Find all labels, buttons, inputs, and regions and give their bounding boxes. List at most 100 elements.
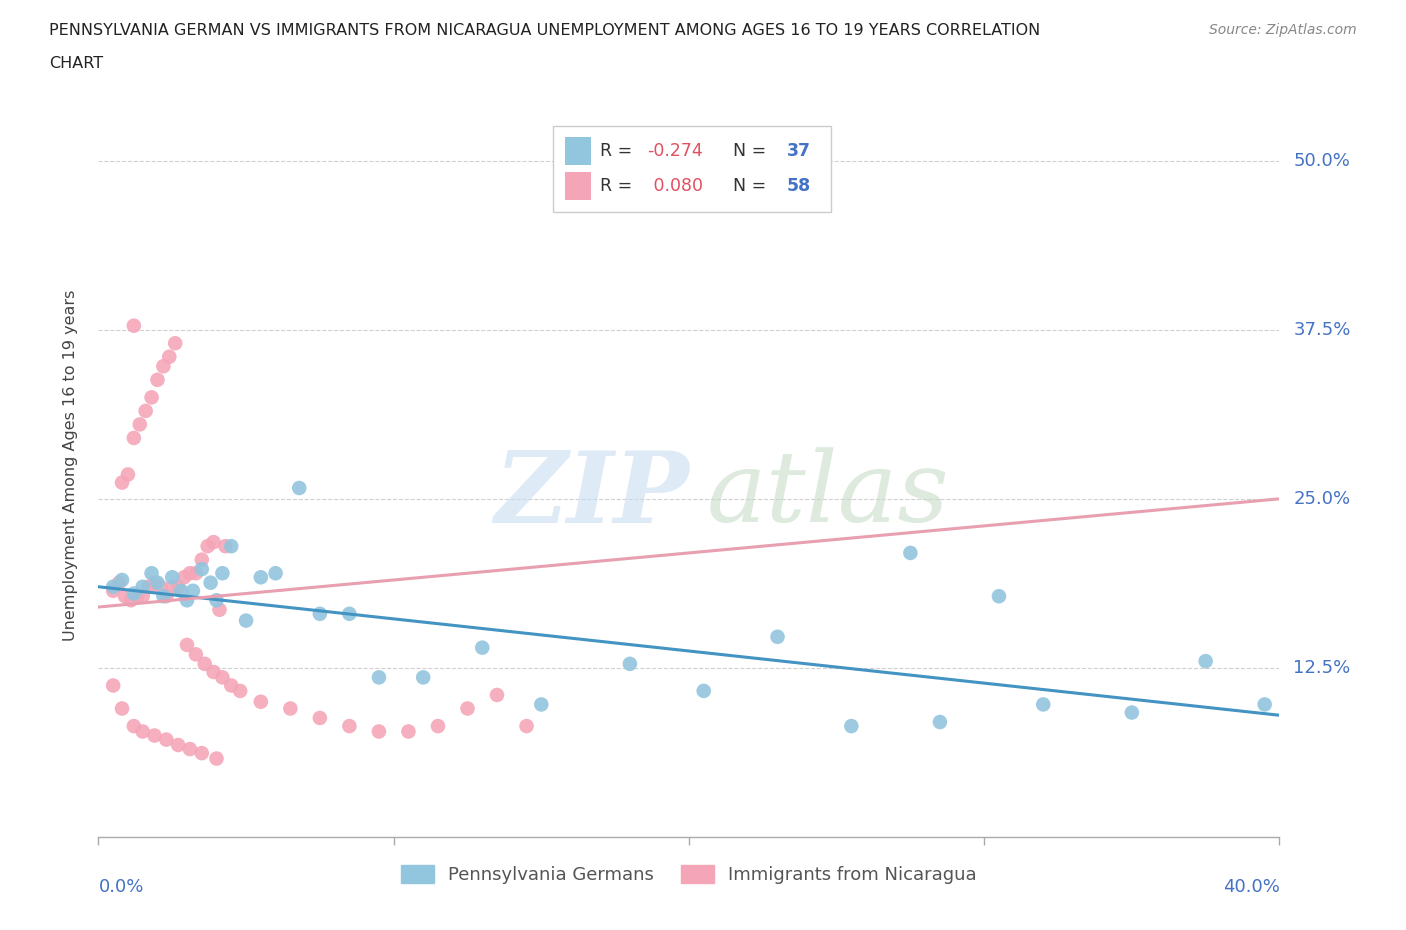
Point xyxy=(167,579,190,594)
Point xyxy=(280,701,302,716)
Point xyxy=(114,589,136,604)
Text: 58: 58 xyxy=(787,177,811,195)
Point xyxy=(221,538,243,553)
Point xyxy=(111,475,134,490)
Point xyxy=(288,481,311,496)
Point xyxy=(1195,654,1218,669)
Point xyxy=(486,687,509,702)
Point xyxy=(619,657,641,671)
Text: 12.5%: 12.5% xyxy=(1294,659,1351,677)
Point xyxy=(693,684,716,698)
Y-axis label: Unemployment Among Ages 16 to 19 years: Unemployment Among Ages 16 to 19 years xyxy=(63,289,77,641)
Text: PENNSYLVANIA GERMAN VS IMMIGRANTS FROM NICARAGUA UNEMPLOYMENT AMONG AGES 16 TO 1: PENNSYLVANIA GERMAN VS IMMIGRANTS FROM N… xyxy=(49,23,1040,38)
Point xyxy=(165,336,187,351)
Text: 0.080: 0.080 xyxy=(648,177,703,195)
Point xyxy=(162,579,183,594)
Point xyxy=(368,670,391,684)
Point xyxy=(457,701,479,716)
Text: ZIP: ZIP xyxy=(494,446,689,543)
Bar xyxy=(553,126,831,212)
Point xyxy=(929,714,952,729)
Text: -0.274: -0.274 xyxy=(648,142,703,160)
Point xyxy=(146,372,169,387)
Bar xyxy=(565,172,591,200)
Point xyxy=(250,695,273,710)
Point xyxy=(398,724,420,739)
Point xyxy=(125,589,148,604)
Point xyxy=(229,684,252,698)
Point xyxy=(157,350,180,365)
Point xyxy=(143,576,166,591)
Point xyxy=(155,732,177,747)
Point xyxy=(132,589,155,604)
Point xyxy=(309,711,332,725)
Point xyxy=(132,724,155,739)
Point xyxy=(471,640,494,655)
Point xyxy=(530,697,553,711)
Point xyxy=(179,741,201,756)
Point xyxy=(339,606,361,621)
Point xyxy=(197,538,219,553)
Point xyxy=(138,579,160,594)
Point xyxy=(152,359,174,374)
Point xyxy=(135,404,157,418)
Point xyxy=(841,719,863,734)
Text: 25.0%: 25.0% xyxy=(1294,490,1351,508)
Point xyxy=(120,592,142,607)
Point xyxy=(766,630,789,644)
Point xyxy=(250,570,273,585)
Point xyxy=(103,583,125,598)
Point xyxy=(184,565,207,580)
Text: atlas: atlas xyxy=(707,447,949,542)
Point xyxy=(143,728,166,743)
Point xyxy=(412,670,434,684)
Point xyxy=(191,552,214,567)
Point xyxy=(162,570,183,585)
Point xyxy=(111,573,134,588)
Point xyxy=(205,751,228,766)
Point xyxy=(211,670,233,684)
Point xyxy=(122,318,145,333)
Point xyxy=(103,579,125,594)
Point xyxy=(149,579,172,594)
Point xyxy=(170,583,193,598)
Point xyxy=(167,737,190,752)
Point xyxy=(191,746,214,761)
Point xyxy=(200,576,222,591)
Point xyxy=(108,576,131,591)
Legend: Pennsylvania Germans, Immigrants from Nicaragua: Pennsylvania Germans, Immigrants from Ni… xyxy=(394,857,984,891)
Point xyxy=(179,565,201,580)
Point xyxy=(146,576,169,591)
Point xyxy=(181,583,204,598)
Text: CHART: CHART xyxy=(49,56,103,71)
Text: R =: R = xyxy=(600,142,638,160)
Point xyxy=(1121,705,1143,720)
Text: Source: ZipAtlas.com: Source: ZipAtlas.com xyxy=(1209,23,1357,37)
Point xyxy=(900,546,922,561)
Point xyxy=(202,535,225,550)
Point xyxy=(309,606,332,621)
Text: 37: 37 xyxy=(787,142,811,160)
Point xyxy=(1032,697,1054,711)
Point xyxy=(368,724,391,739)
Point xyxy=(152,589,174,604)
Text: 37.5%: 37.5% xyxy=(1294,321,1351,339)
Point xyxy=(132,579,155,594)
Point xyxy=(111,701,134,716)
Point xyxy=(988,589,1011,604)
Point xyxy=(235,613,257,628)
Text: R =: R = xyxy=(600,177,638,195)
Point xyxy=(516,719,538,734)
Point xyxy=(184,647,207,662)
Point xyxy=(208,603,231,618)
Text: 40.0%: 40.0% xyxy=(1223,878,1279,896)
Point xyxy=(141,565,163,580)
Text: 0.0%: 0.0% xyxy=(98,878,143,896)
Point xyxy=(103,678,125,693)
Point xyxy=(122,431,145,445)
Point xyxy=(117,467,139,482)
Point xyxy=(1254,697,1277,711)
Point xyxy=(122,719,145,734)
Bar xyxy=(565,137,591,166)
Point xyxy=(202,665,225,680)
